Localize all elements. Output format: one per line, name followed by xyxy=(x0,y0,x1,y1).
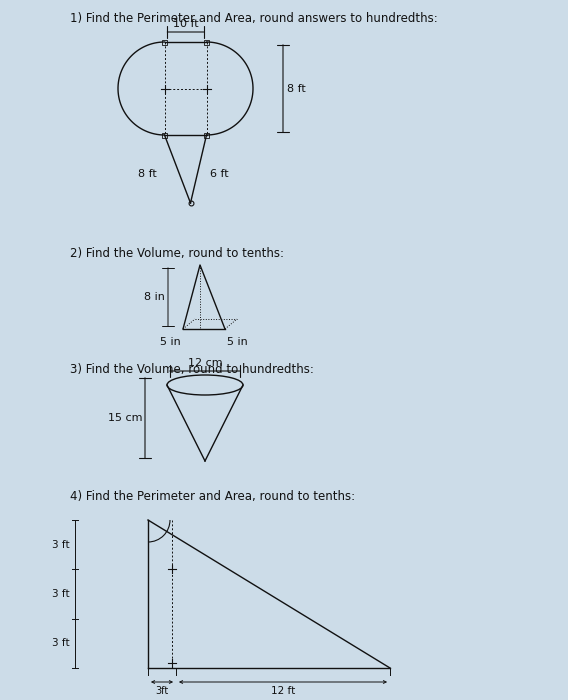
Text: 12 cm: 12 cm xyxy=(187,358,222,368)
Text: 6 ft: 6 ft xyxy=(210,169,228,179)
Bar xyxy=(204,39,209,45)
Text: 3 ft: 3 ft xyxy=(52,540,70,550)
Text: 3 ft: 3 ft xyxy=(52,638,70,648)
Text: 8 in: 8 in xyxy=(144,292,165,302)
Bar xyxy=(204,132,209,137)
Text: 15 cm: 15 cm xyxy=(107,413,142,423)
Text: 2) Find the Volume, round to tenths:: 2) Find the Volume, round to tenths: xyxy=(70,247,284,260)
Text: 4) Find the Perimeter and Area, round to tenths:: 4) Find the Perimeter and Area, round to… xyxy=(70,490,355,503)
Text: 8 ft: 8 ft xyxy=(138,169,157,179)
Text: 8 ft: 8 ft xyxy=(287,83,306,94)
Text: 5 in: 5 in xyxy=(227,337,248,347)
Text: 10 ft: 10 ft xyxy=(173,19,198,29)
Text: 3) Find the Volume, round to hundredths:: 3) Find the Volume, round to hundredths: xyxy=(70,363,314,376)
Text: 12 ft: 12 ft xyxy=(271,686,295,696)
Bar xyxy=(162,39,167,45)
Text: 5 in: 5 in xyxy=(160,337,181,347)
Text: 3ft: 3ft xyxy=(156,686,169,696)
Bar xyxy=(162,132,167,137)
Text: 1) Find the Perimeter and Area, round answers to hundredths:: 1) Find the Perimeter and Area, round an… xyxy=(70,12,438,25)
Text: 3 ft: 3 ft xyxy=(52,589,70,599)
